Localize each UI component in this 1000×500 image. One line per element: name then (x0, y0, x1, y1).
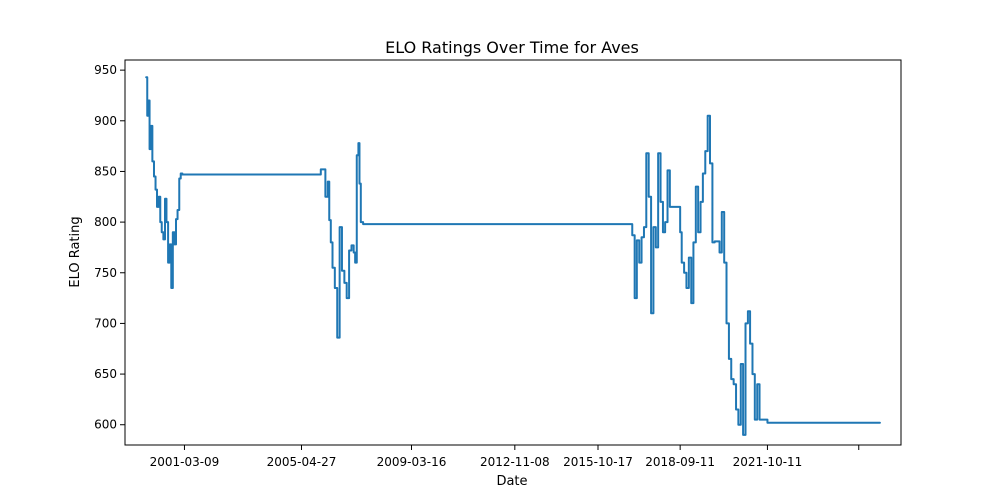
x-tick-label: 2012-11-08 (480, 455, 550, 469)
x-tick-label: 2001-03-09 (150, 455, 220, 469)
y-tick-label: 850 (94, 164, 117, 178)
x-tick-label: 2018-09-11 (645, 455, 715, 469)
y-tick-label: 800 (94, 215, 117, 229)
y-tick-label: 950 (94, 63, 117, 77)
y-tick-label: 750 (94, 266, 117, 280)
y-tick-label: 600 (94, 418, 117, 432)
y-axis-label: ELO Rating (68, 216, 83, 287)
y-axis: 600 650 700 750 800 850 900 950 (94, 63, 125, 432)
series-line (145, 76, 881, 436)
chart-title: ELO Ratings Over Time for Aves (385, 38, 639, 57)
x-axis-label: Date (496, 474, 527, 489)
y-tick-label: 650 (94, 367, 117, 381)
x-tick-label: 2021-10-11 (733, 455, 803, 469)
y-tick-label: 700 (94, 316, 117, 330)
x-axis: 2001-03-09 2005-04-27 2009-03-16 2012-11-08… (150, 445, 860, 469)
plot-area: 2001-03-09 2005-04-27 2009-03-16 2012-11-08… (94, 59, 902, 469)
plot-frame (124, 59, 902, 446)
plot-background (125, 60, 901, 445)
y-tick-label: 900 (94, 114, 117, 128)
x-tick-label: 2005-04-27 (267, 455, 337, 469)
x-tick-label: 2015-10-17 (563, 455, 633, 469)
x-tick-label: 2009-03-16 (377, 455, 447, 469)
